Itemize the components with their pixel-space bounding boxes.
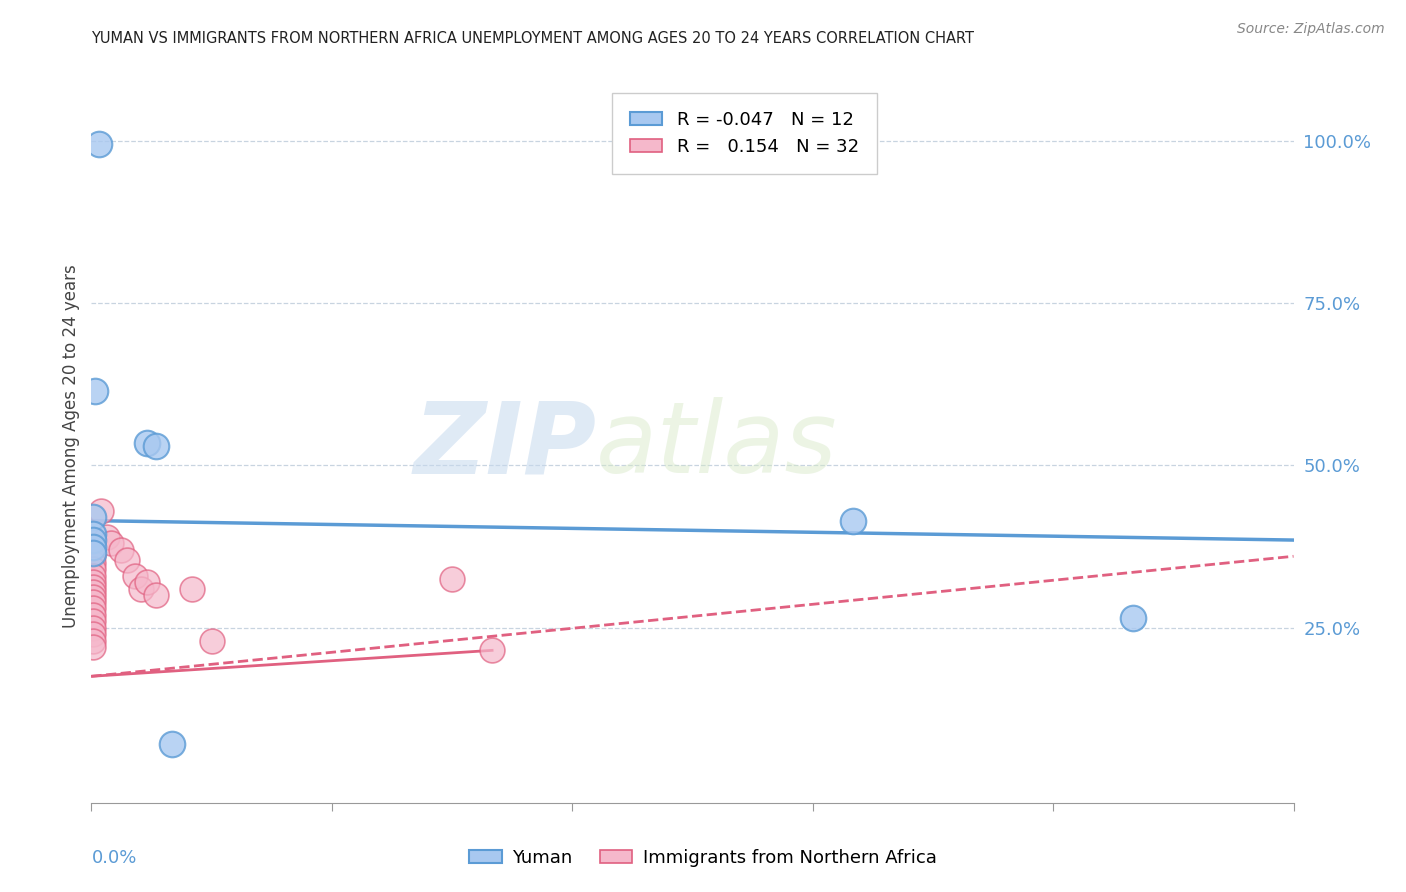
Legend: Yuman, Immigrants from Northern Africa: Yuman, Immigrants from Northern Africa [461,842,945,874]
Point [100,536,122,550]
Point [82,556,104,570]
Point [82,533,104,547]
Point [82,544,104,558]
Point [82,581,104,595]
Y-axis label: Unemployment Among Ages 20 to 24 years: Unemployment Among Ages 20 to 24 years [62,264,80,628]
Text: 0.0%: 0.0% [91,849,136,867]
Point [1122,611,1144,625]
Text: Source: ZipAtlas.com: Source: ZipAtlas.com [1237,22,1385,37]
Point [82,568,104,582]
Point [82,510,104,524]
Point [96,530,118,544]
Point [117,552,139,566]
Point [82,549,104,564]
Text: atlas: atlas [596,398,838,494]
Text: ZIP: ZIP [413,398,596,494]
Legend: R = -0.047   N = 12, R =   0.154   N = 32: R = -0.047 N = 12, R = 0.154 N = 32 [617,98,872,169]
Point [136,435,159,450]
Point [82,633,104,648]
Point [90,504,112,518]
Point [82,526,104,541]
Point [82,540,104,554]
Point [82,640,104,654]
Point [440,572,463,586]
Point [82,595,104,609]
Point [841,514,863,528]
Point [180,582,202,596]
Point [82,540,104,554]
Point [82,533,104,547]
Point [136,575,159,590]
Point [145,439,167,453]
Point [82,601,104,615]
Point [160,738,183,752]
Point [82,607,104,622]
Point [82,546,104,560]
Point [124,568,146,582]
Point [110,542,132,557]
Point [82,585,104,599]
Point [82,575,104,590]
Point [82,614,104,628]
Point [481,643,503,657]
Point [84,384,107,398]
Point [82,627,104,641]
Point [131,582,153,596]
Point [145,588,167,602]
Point [201,633,224,648]
Point [82,590,104,604]
Point [82,562,104,576]
Point [82,621,104,635]
Point [89,137,111,152]
Text: YUMAN VS IMMIGRANTS FROM NORTHERN AFRICA UNEMPLOYMENT AMONG AGES 20 TO 24 YEARS : YUMAN VS IMMIGRANTS FROM NORTHERN AFRICA… [91,31,974,46]
